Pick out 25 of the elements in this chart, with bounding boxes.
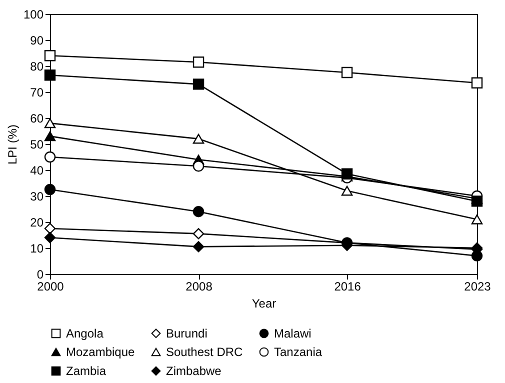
y-tick-label: 70	[30, 86, 44, 100]
legend-label: Tanzania	[274, 345, 322, 359]
legend-label: Zimbabwe	[166, 364, 222, 378]
x-tick-label: 2016	[334, 280, 362, 294]
x-tick-label: 2023	[464, 280, 492, 294]
legend-label: Southest DRC	[166, 345, 244, 359]
y-tick-label: 60	[30, 112, 44, 126]
y-tick-label: 90	[30, 34, 44, 48]
x-axis-title: Year	[252, 296, 276, 310]
legend-label: Zambia	[66, 364, 106, 378]
y-tick-label: 100	[23, 8, 44, 22]
x-tick-label: 2008	[186, 280, 213, 294]
y-tick-label: 80	[30, 60, 44, 74]
y-tick-label: 20	[30, 216, 44, 230]
legend-label: Malawi	[274, 326, 312, 340]
legend-label: Burundi	[166, 326, 208, 340]
y-tick-label: 50	[30, 138, 44, 152]
y-tick-label: 40	[30, 164, 44, 178]
x-tick-label: 2000	[37, 280, 64, 294]
y-tick-label: 10	[30, 242, 44, 256]
y-axis-title: LPI (%)	[5, 124, 20, 165]
y-tick-label: 0	[36, 268, 44, 282]
legend-label: Mozambique	[66, 345, 136, 359]
legend-label: Angola	[66, 326, 104, 340]
y-tick-label: 30	[30, 190, 44, 204]
